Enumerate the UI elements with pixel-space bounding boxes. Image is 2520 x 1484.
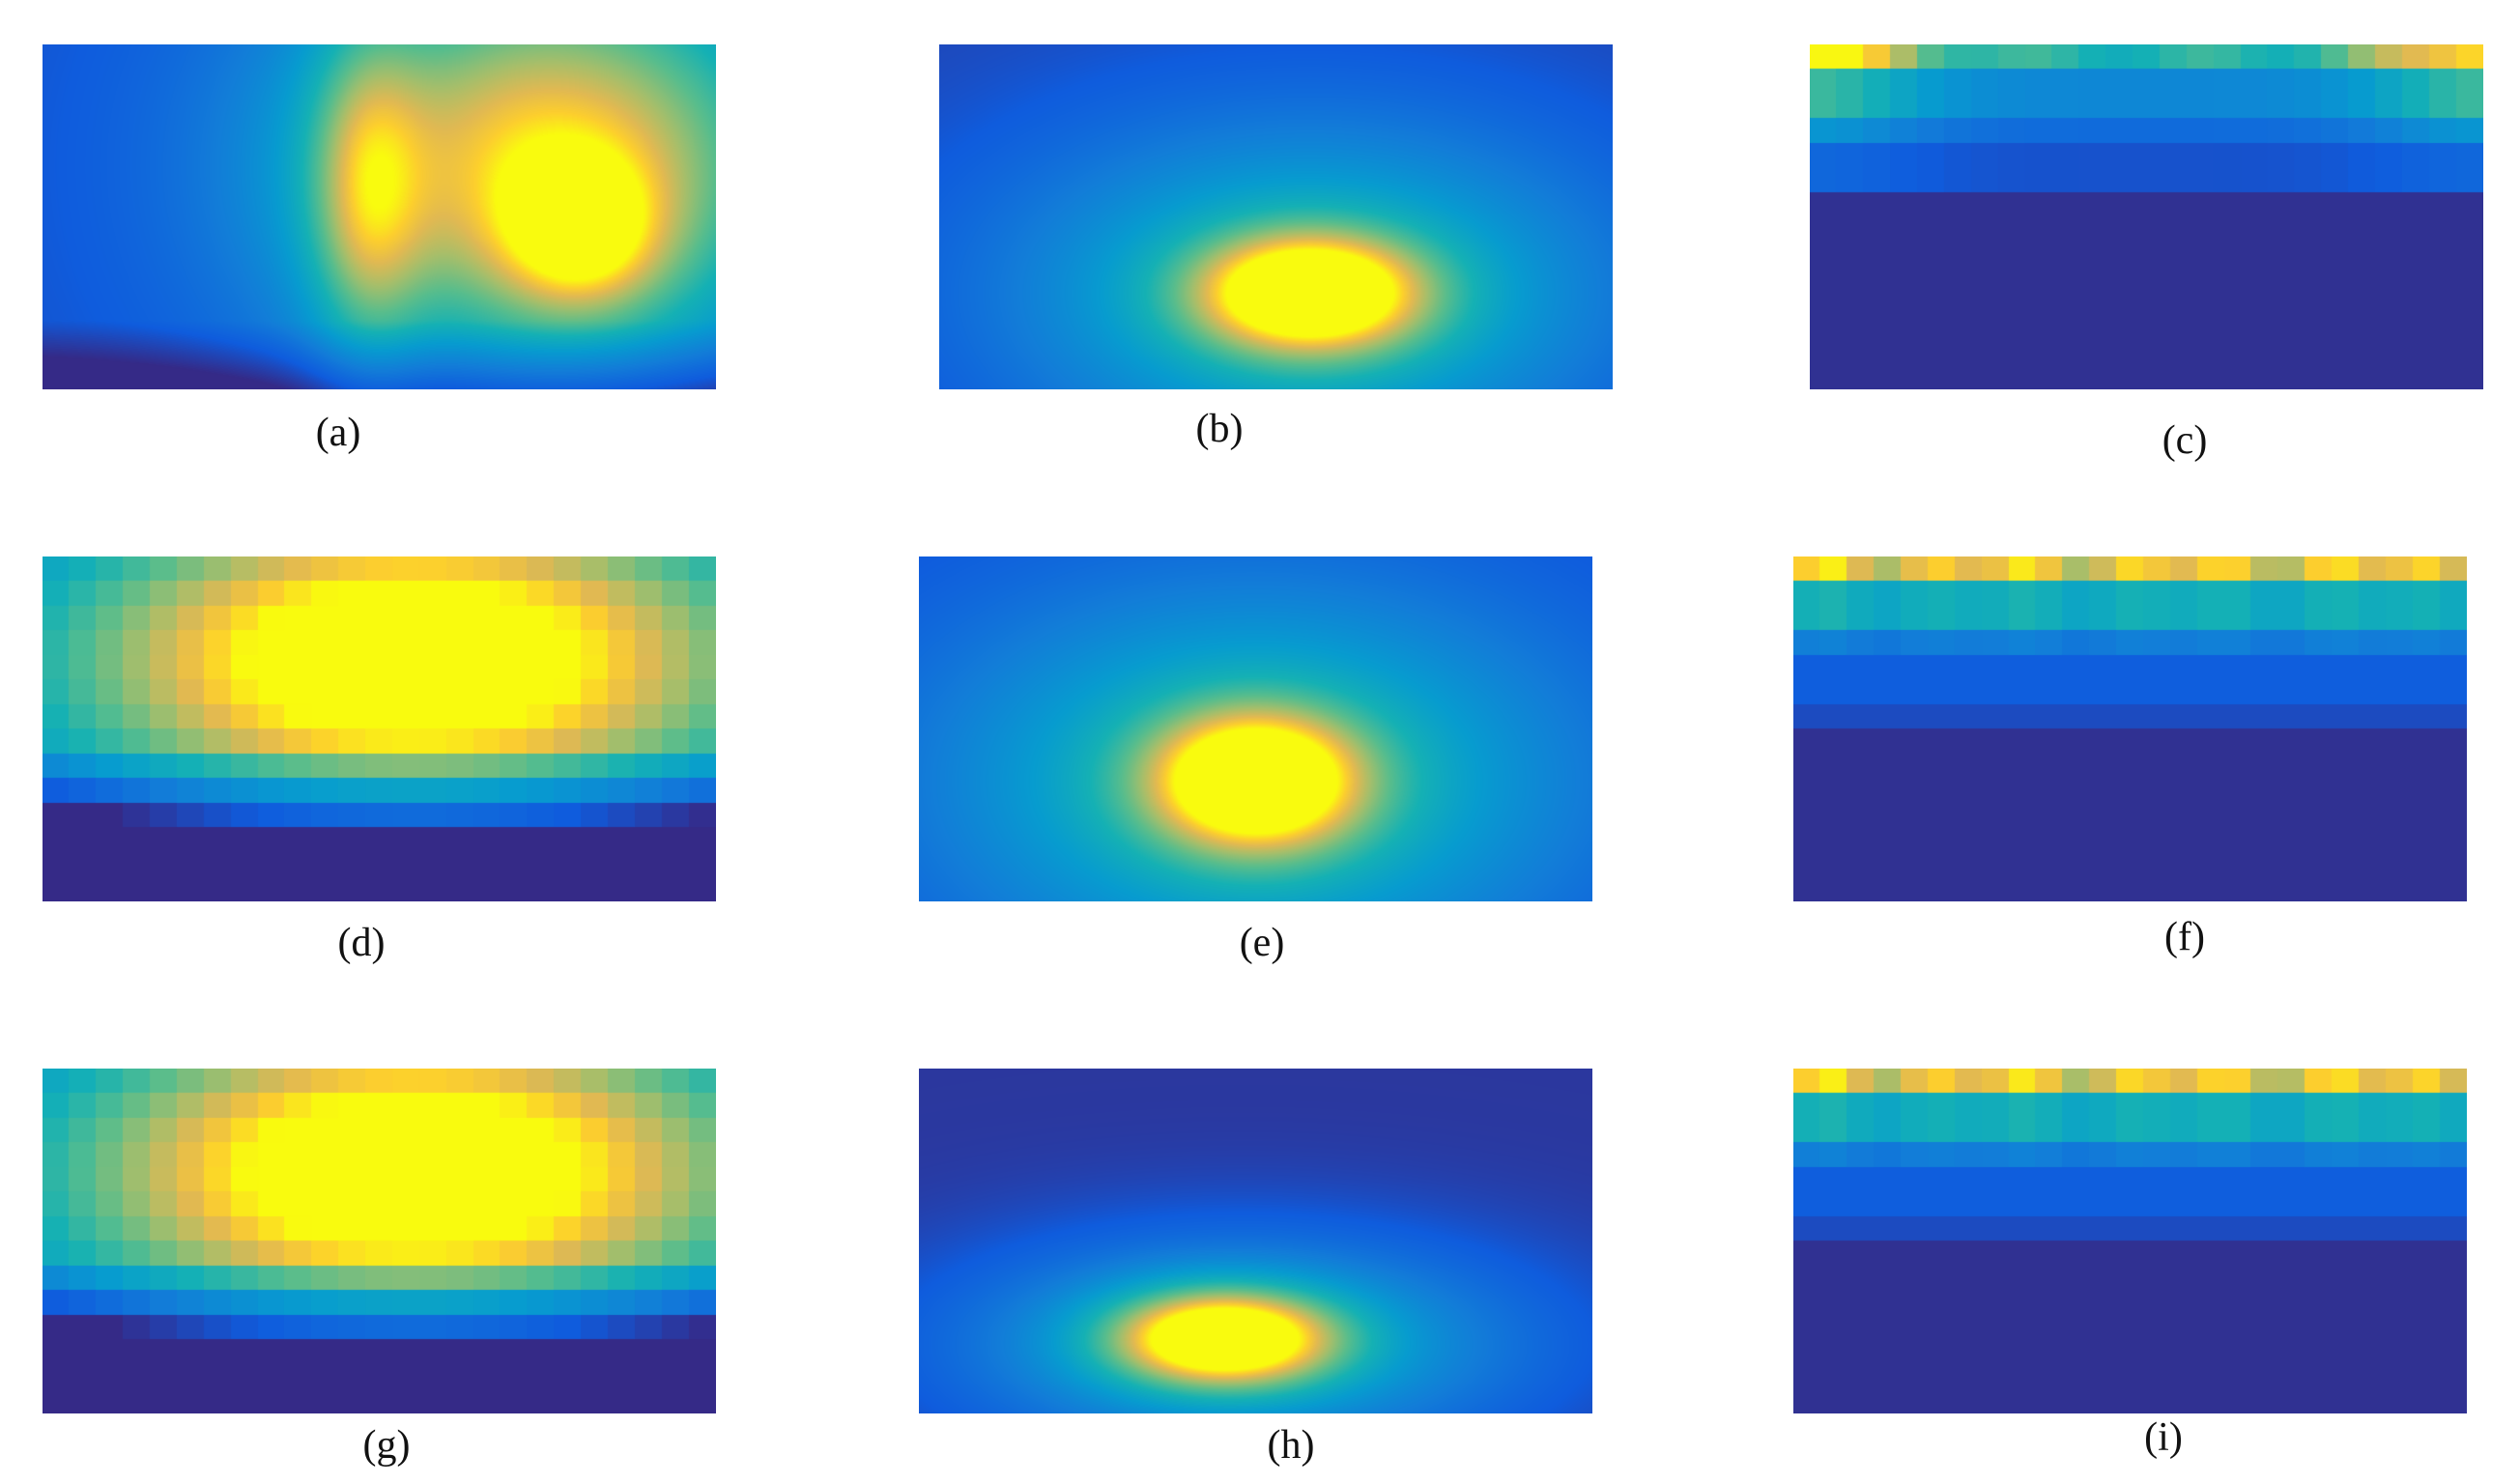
caption-f: (f) xyxy=(2164,915,2205,959)
heatmap-canvas-f xyxy=(1793,556,2467,901)
heatmap-panel-b xyxy=(939,44,1613,389)
heatmap-canvas-b xyxy=(939,44,1613,389)
caption-d: (d) xyxy=(337,921,386,965)
heatmap-canvas-d xyxy=(43,556,716,901)
heatmap-panel-a xyxy=(43,44,716,389)
caption-c: (c) xyxy=(2162,418,2208,463)
heatmap-panel-i xyxy=(1793,1069,2467,1413)
heatmap-canvas-i xyxy=(1793,1069,2467,1413)
caption-b: (b) xyxy=(1195,407,1244,451)
heatmap-canvas-h xyxy=(919,1069,1592,1413)
heatmap-canvas-c xyxy=(1810,44,2483,389)
heatmap-panel-h xyxy=(919,1069,1592,1413)
heatmap-panel-e xyxy=(919,556,1592,901)
heatmap-panel-d xyxy=(43,556,716,901)
caption-g: (g) xyxy=(362,1423,411,1468)
heatmap-canvas-a xyxy=(43,44,716,389)
caption-a: (a) xyxy=(315,411,361,455)
caption-h: (h) xyxy=(1267,1423,1315,1468)
heatmap-panel-f xyxy=(1793,556,2467,901)
heatmap-canvas-e xyxy=(919,556,1592,901)
heatmap-canvas-g xyxy=(43,1069,716,1413)
caption-i: (i) xyxy=(2144,1415,2183,1460)
caption-e: (e) xyxy=(1239,921,1285,965)
heatmap-panel-c xyxy=(1810,44,2483,389)
heatmap-panel-g xyxy=(43,1069,716,1413)
